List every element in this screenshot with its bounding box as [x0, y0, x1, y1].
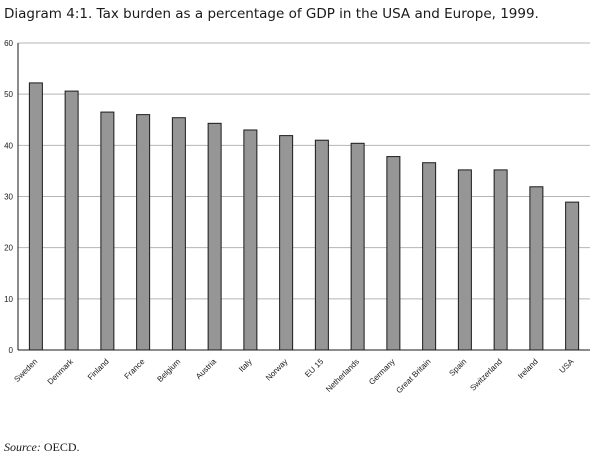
bar-sweden — [28, 82, 43, 351]
bar-norway — [279, 135, 294, 351]
bar-netherlands — [350, 142, 365, 351]
x-tick-label-ireland: Ireland — [516, 357, 540, 381]
y-tick-label-10: 10 — [4, 295, 13, 304]
bar-germany — [386, 156, 401, 351]
source-note: Source: OECD. — [4, 440, 80, 455]
x-tick-label-finland: Finland — [86, 357, 111, 382]
x-tick-label-belgium: Belgium — [155, 357, 182, 384]
chart-title: Diagram 4:1. Tax burden as a percentage … — [4, 6, 539, 22]
x-tick-label-spain: Spain — [447, 357, 468, 378]
x-tick-label-usa: USA — [558, 357, 576, 375]
bar-finland — [100, 111, 115, 351]
x-tick-label-switzerland: Switzerland — [468, 357, 504, 393]
x-tick-label-eu-15: EU 15 — [303, 357, 325, 379]
bar-italy — [243, 129, 258, 351]
bar-ireland — [529, 186, 544, 351]
x-tick-label-sweden: Sweden — [12, 357, 39, 384]
bar-usa — [565, 201, 580, 351]
x-tick-label-austria: Austria — [194, 357, 218, 381]
x-tick-label-germany: Germany — [367, 357, 397, 387]
y-tick-labels: 0 10 20 30 40 50 60 — [4, 39, 13, 355]
bars — [28, 82, 580, 351]
y-tick-label-30: 30 — [4, 193, 13, 202]
x-tick-label-italy: Italy — [237, 357, 254, 374]
source-label: Source: — [4, 440, 41, 454]
x-tick-labels: Sweden Denmark Finland France Belgium Austria… — [12, 356, 576, 395]
y-tick-label-60: 60 — [4, 39, 13, 48]
x-tick-label-denmark: Denmark — [46, 356, 76, 386]
bar-austria — [207, 122, 222, 351]
y-tick-label-50: 50 — [4, 90, 13, 99]
y-tick-label-0: 0 — [9, 346, 14, 355]
bar-belgium — [171, 117, 186, 351]
bar-chart: 0 10 20 30 40 50 60 Sweden Denmark Finland France… — [4, 39, 590, 395]
bar-spain — [457, 169, 472, 351]
x-tick-label-netherlands: Netherlands — [324, 357, 361, 394]
axes — [17, 43, 590, 351]
x-tick-label-france: France — [123, 357, 147, 381]
bar-france — [136, 114, 151, 351]
bar-denmark — [64, 90, 79, 351]
bar-switzerland — [493, 169, 508, 351]
source-text: OECD. — [40, 440, 80, 454]
x-tick-label-great-britain: Great Britain — [394, 357, 432, 395]
bar-eu-15 — [314, 139, 329, 351]
x-tick-label-norway: Norway — [264, 357, 290, 383]
bar-great-britain — [422, 162, 437, 351]
y-tick-label-40: 40 — [4, 141, 13, 150]
y-tick-label-20: 20 — [4, 244, 13, 253]
